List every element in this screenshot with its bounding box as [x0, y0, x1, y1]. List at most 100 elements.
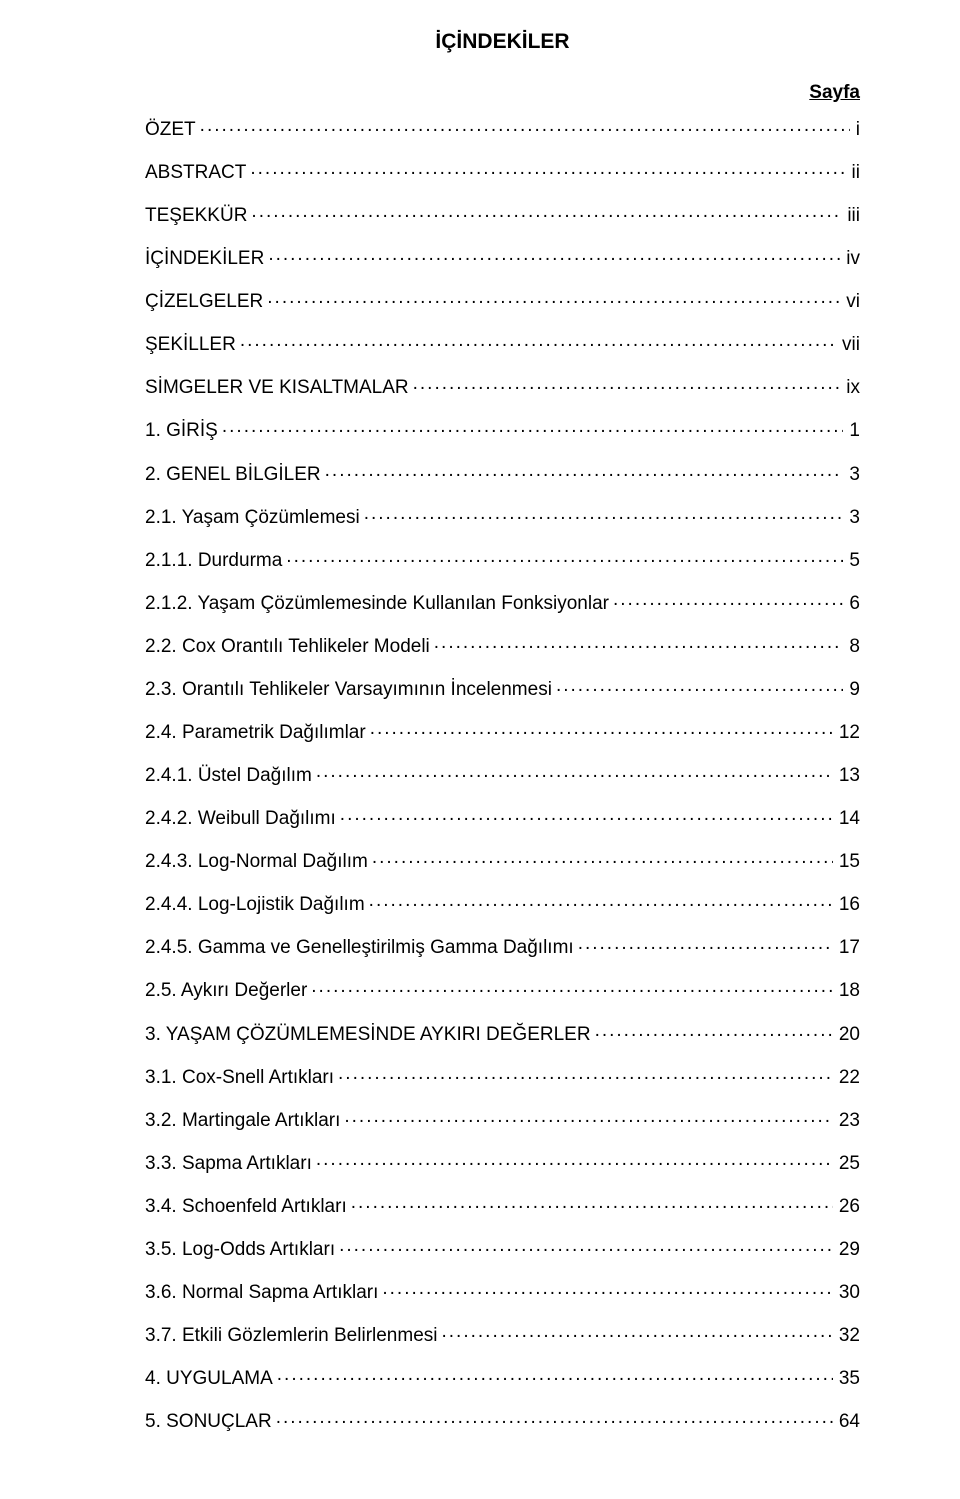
- toc-entry-label: 3.4. Schoenfeld Artıkları: [145, 1197, 351, 1216]
- toc-leader-dots: [267, 286, 840, 307]
- toc-entry-page: ix: [840, 378, 860, 397]
- toc-entry-page: 18: [833, 981, 860, 1000]
- toc-entry-label: 2.1. Yaşam Çözümlemesi: [145, 508, 364, 527]
- toc-entry: TEŞEKKÜR iii: [145, 200, 860, 225]
- toc-entry-page: 1: [843, 421, 860, 440]
- toc-leader-dots: [339, 1234, 833, 1255]
- toc-entry: 5. SONUÇLAR64: [145, 1406, 860, 1431]
- toc-entry-page: 20: [833, 1025, 860, 1044]
- toc-leader-dots: [325, 459, 844, 480]
- toc-leader-dots: [251, 200, 841, 221]
- toc-entry-page: 32: [833, 1326, 860, 1345]
- toc-entry: 2.4.3. Log-Normal Dağılım15: [145, 846, 860, 871]
- toc-entry: 2.4.1. Üstel Dağılım13: [145, 760, 860, 785]
- toc-leader-dots: [369, 889, 833, 910]
- toc-leader-dots: [286, 545, 843, 566]
- toc-leader-dots: [595, 1019, 833, 1040]
- toc-entry-page: 17: [833, 938, 860, 957]
- toc-entry: 2.4.4. Log-Lojistik Dağılım16: [145, 889, 860, 914]
- toc-leader-dots: [364, 502, 844, 523]
- toc-leader-dots: [370, 717, 833, 738]
- toc-leader-dots: [578, 932, 833, 953]
- toc-entry: ÇİZELGELER vi: [145, 286, 860, 311]
- toc-entry-label: 3.3. Sapma Artıkları: [145, 1154, 316, 1173]
- toc-entry-label: 5. SONUÇLAR: [145, 1412, 276, 1431]
- toc-entry: 3.1. Cox-Snell Artıkları 22: [145, 1062, 860, 1087]
- toc-entry-label: 2.1.1. Durdurma: [145, 551, 286, 570]
- toc-entry-label: ABSTRACT: [145, 163, 250, 182]
- toc-leader-dots: [556, 674, 843, 695]
- page: İÇİNDEKİLER Sayfa ÖZETi ABSTRACTii TEŞEKKÜ…: [0, 0, 960, 1499]
- toc-entry-page: 25: [833, 1154, 860, 1173]
- toc-entry-label: 1. GİRİŞ: [145, 421, 222, 440]
- toc-entry-label: 2.4.2. Weibull Dağılımı: [145, 809, 340, 828]
- toc-entry-label: İÇİNDEKİLER: [145, 249, 268, 268]
- toc-entry-page: 13: [833, 766, 860, 785]
- toc-leader-dots: [200, 114, 850, 135]
- toc-entry-label: 2.2. Cox Orantılı Tehlikeler Modeli: [145, 637, 434, 656]
- toc-entry: 3. YAŞAM ÇÖZÜMLEMESİNDE AYKIRI DEĞERLER 2…: [145, 1019, 860, 1044]
- toc-entry: ŞEKİLLER vii: [145, 329, 860, 354]
- toc-entry: İÇİNDEKİLERiv: [145, 243, 860, 268]
- toc-entry-label: ŞEKİLLER: [145, 335, 240, 354]
- toc-entry-label: ÖZET: [145, 120, 200, 139]
- toc-leader-dots: [382, 1277, 832, 1298]
- toc-leader-dots: [222, 416, 844, 437]
- toc-entry-label: 2.5. Aykırı Değerler: [145, 981, 311, 1000]
- toc-leader-dots: [351, 1191, 833, 1212]
- toc-entry-label: TEŞEKKÜR: [145, 206, 251, 225]
- page-column-header: Sayfa: [145, 82, 860, 104]
- toc-entry-page: 3: [843, 465, 860, 484]
- toc-entry: 2.2. Cox Orantılı Tehlikeler Modeli8: [145, 631, 860, 656]
- toc-leader-dots: [344, 1105, 832, 1126]
- toc-entry-page: 3: [843, 508, 860, 527]
- toc-entry-label: 3.1. Cox-Snell Artıkları: [145, 1068, 338, 1087]
- toc-entry-page: 29: [833, 1240, 860, 1259]
- toc-leader-dots: [613, 588, 843, 609]
- toc-entry: 4. UYGULAMA35: [145, 1363, 860, 1388]
- toc-entry-label: 2.4. Parametrik Dağılımlar: [145, 723, 370, 742]
- toc-entry: 3.7. Etkili Gözlemlerin Belirlenmesi 32: [145, 1320, 860, 1345]
- toc-leader-dots: [268, 243, 840, 264]
- toc-entry-label: SİMGELER VE KISALTMALAR: [145, 378, 413, 397]
- toc-entry-page: 35: [833, 1369, 860, 1388]
- toc-entry-page: vii: [836, 335, 860, 354]
- toc-entry: 1. GİRİŞ 1: [145, 416, 860, 441]
- toc-leader-dots: [413, 372, 841, 393]
- toc-entry: ABSTRACTii: [145, 157, 860, 182]
- toc-leader-dots: [316, 1148, 833, 1169]
- toc-entry: 3.3. Sapma Artıkları 25: [145, 1148, 860, 1173]
- toc-leader-dots: [316, 760, 833, 781]
- toc-entry-page: 30: [833, 1283, 860, 1302]
- toc-leader-dots: [277, 1363, 833, 1384]
- toc-entry: 2.1. Yaşam Çözümlemesi 3: [145, 502, 860, 527]
- toc-entry: ÖZETi: [145, 114, 860, 139]
- toc-entry-label: 2.1.2. Yaşam Çözümlemesinde Kullanılan F…: [145, 594, 613, 613]
- toc-entry-label: 2.4.5. Gamma ve Genelleştirilmiş Gamma D…: [145, 938, 578, 957]
- toc-leader-dots: [338, 1062, 833, 1083]
- toc-entry: 2.4.2. Weibull Dağılımı 14: [145, 803, 860, 828]
- toc-entry-label: 2.4.4. Log-Lojistik Dağılım: [145, 895, 369, 914]
- toc-entry-page: 5: [843, 551, 860, 570]
- toc-entry: 3.2. Martingale Artıkları23: [145, 1105, 860, 1130]
- toc-entry-page: iii: [841, 206, 860, 225]
- toc-entry: 2.4. Parametrik Dağılımlar12: [145, 717, 860, 742]
- toc-list: ÖZETi ABSTRACTii TEŞEKKÜR iii İÇİNDEKİLERiv Ç…: [145, 114, 860, 1431]
- toc-entry-page: 14: [833, 809, 860, 828]
- toc-entry-page: 26: [833, 1197, 860, 1216]
- toc-entry: 3.6. Normal Sapma Artıkları30: [145, 1277, 860, 1302]
- toc-entry-page: 9: [843, 680, 860, 699]
- toc-entry-page: 22: [833, 1068, 860, 1087]
- toc-entry-page: 23: [833, 1111, 860, 1130]
- toc-entry-label: 3.7. Etkili Gözlemlerin Belirlenmesi: [145, 1326, 442, 1345]
- toc-entry-label: ÇİZELGELER: [145, 292, 267, 311]
- toc-entry-page: 15: [833, 852, 860, 871]
- toc-entry: 2.1.2. Yaşam Çözümlemesinde Kullanılan F…: [145, 588, 860, 613]
- toc-entry: 3.4. Schoenfeld Artıkları 26: [145, 1191, 860, 1216]
- toc-leader-dots: [372, 846, 833, 867]
- toc-entry-page: vi: [840, 292, 860, 311]
- toc-entry: 2.4.5. Gamma ve Genelleştirilmiş Gamma D…: [145, 932, 860, 957]
- toc-entry-label: 3. YAŞAM ÇÖZÜMLEMESİNDE AYKIRI DEĞERLER: [145, 1025, 595, 1044]
- toc-entry: 2.5. Aykırı Değerler 18: [145, 976, 860, 1001]
- toc-leader-dots: [311, 976, 833, 997]
